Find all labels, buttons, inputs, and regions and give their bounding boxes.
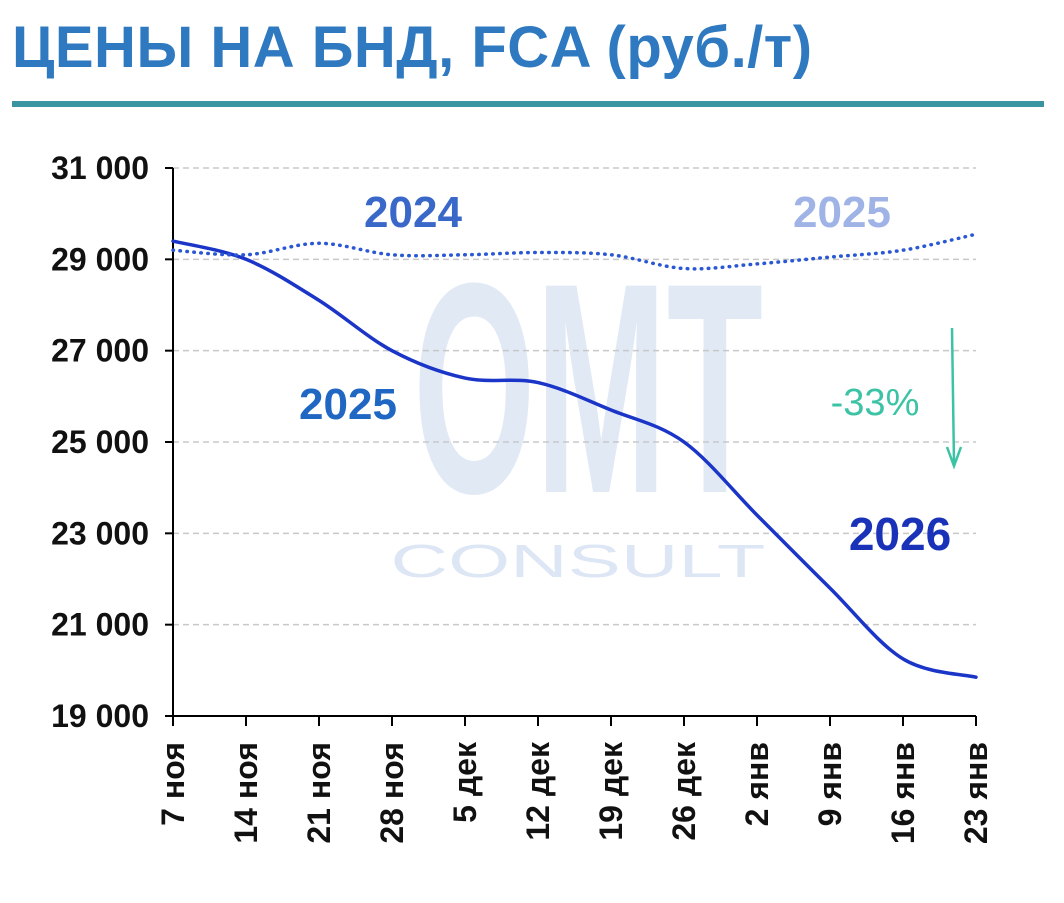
down-arrow-icon — [950, 327, 956, 464]
x-tick-label: 26 дек — [666, 741, 702, 841]
page-title: ЦЕНЫ НА БНД, FCA (руб./т) — [12, 15, 813, 80]
y-tick-label: 21 000 — [51, 607, 149, 643]
y-tick-label: 25 000 — [51, 424, 149, 460]
y-tick-label: 29 000 — [51, 241, 149, 277]
y-tick-label: 31 000 — [51, 150, 149, 186]
series-line-solid — [171, 239, 978, 679]
x-tick-label: 19 дек — [593, 741, 629, 841]
x-tick-label: 21 ноя — [301, 742, 337, 844]
x-tick-label: 7 ноя — [155, 742, 191, 826]
series-label-2026: 2026 — [849, 508, 951, 560]
y-tick-label: 27 000 — [51, 333, 149, 369]
watermark-small: CONSULT — [391, 535, 766, 587]
change-percent-label: -33% — [831, 382, 920, 424]
series-label-2025-solid: 2025 — [299, 380, 397, 429]
x-tick-label: 2 янв — [739, 742, 775, 826]
x-tick-label: 12 дек — [520, 741, 556, 841]
title-divider — [12, 101, 1044, 107]
y-tick-label: 23 000 — [51, 515, 149, 551]
x-tick-label: 9 янв — [812, 742, 848, 826]
series-label-2025-dotted: 2025 — [793, 188, 891, 237]
x-tick-label: 28 ноя — [374, 742, 410, 844]
x-tick-label: 5 дек — [447, 741, 483, 823]
y-tick-label: 19 000 — [51, 698, 149, 734]
x-tick-label: 16 янв — [885, 742, 921, 844]
series-lines — [171, 232, 978, 679]
x-tick-label: 23 янв — [958, 742, 994, 844]
x-axis-ticks: 7 ноя 14 ноя 21 ноя 28 ноя 5 дек 12 дек 19 дек… — [155, 716, 994, 844]
watermark-big: OMT — [413, 220, 763, 556]
down-arrowhead-icon — [945, 446, 963, 470]
watermark: OMT CONSULT — [391, 220, 766, 587]
series-line-dotted — [171, 232, 978, 271]
grid-lines — [173, 167, 976, 626]
series-label-2024: 2024 — [364, 188, 462, 237]
y-axis-ticks: 19 000 21 000 23 000 25 000 27 000 29 000 31 0… — [51, 150, 173, 734]
x-tick-label: 14 ноя — [228, 742, 264, 844]
